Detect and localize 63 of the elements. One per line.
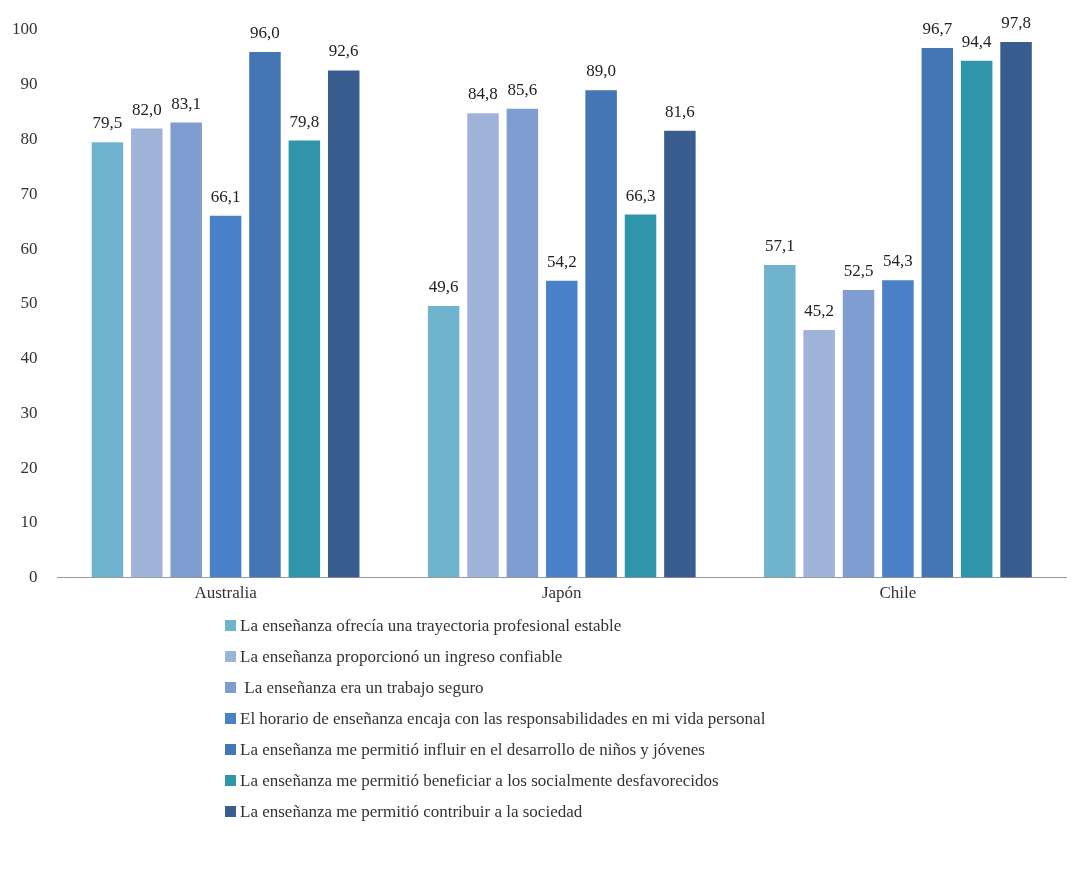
legend-label: La enseñanza me permitió beneficiar a los socialmente desfavorecidos: [240, 770, 719, 791]
data-label: 81,6: [665, 101, 695, 121]
x-tick-label: Japón: [541, 583, 583, 603]
bar: [249, 51, 281, 578]
bar: [664, 130, 696, 578]
bar: [882, 280, 914, 578]
legend-label: El horario de enseñanza encaja con las responsabilidades en mi vida personal: [240, 708, 766, 729]
data-label: 82,0: [131, 99, 162, 119]
bar: [467, 113, 499, 578]
data-label: 97,8: [1001, 13, 1031, 33]
bar: [764, 264, 796, 578]
legend-label: La enseñanza ofrecía una trayectoria profesional estable: [240, 615, 622, 636]
bar: [506, 108, 539, 578]
data-label: 54,3: [883, 251, 913, 271]
data-label: 79,5: [92, 113, 123, 133]
data-label: 66,3: [625, 185, 656, 205]
data-label: 83,1: [171, 93, 202, 113]
legend-label: La enseñanza era un trabajo seguro: [243, 677, 484, 698]
bar: [921, 48, 954, 578]
bar: [91, 142, 124, 578]
data-label: 57,1: [764, 235, 795, 255]
bar: [288, 140, 321, 578]
y-tick-label: 80: [20, 128, 38, 148]
legend-label: La enseñanza me permitió contribuir a la sociedad: [240, 801, 583, 822]
bar: [209, 215, 242, 578]
legend-label: La enseñanza me permitió influir en el desarrollo de niños y jóvenes: [240, 739, 705, 760]
bar: [427, 305, 460, 578]
y-tick-label: 50: [20, 293, 38, 313]
bar: [960, 60, 993, 578]
y-tick-label: 0: [29, 567, 38, 587]
legend-label: La enseñanza proporcionó un ingreso confiable: [240, 646, 563, 667]
bar: [131, 128, 163, 578]
data-label: 45,2: [804, 301, 835, 321]
bar: [170, 122, 202, 578]
data-label: 94,4: [961, 31, 993, 51]
bar: [546, 280, 578, 578]
data-label: 54,2: [546, 251, 577, 271]
data-label: 79,8: [289, 111, 320, 131]
y-tick-label: 60: [20, 238, 38, 258]
y-tick-label: 40: [20, 348, 38, 368]
data-label: 85,6: [507, 79, 538, 99]
bar: [327, 70, 360, 578]
bar: [1000, 42, 1032, 578]
data-label: 84,8: [468, 84, 498, 104]
y-tick-label: 90: [20, 74, 38, 94]
x-tick-label: Chile: [879, 583, 917, 603]
y-tick-label: 20: [20, 457, 38, 477]
data-label: 96,0: [250, 22, 280, 42]
data-label: 89,0: [586, 61, 616, 81]
y-tick-label: 30: [20, 402, 38, 422]
data-label: 52,5: [843, 261, 874, 281]
y-tick-label: 70: [20, 183, 38, 203]
data-label: 66,1: [210, 186, 241, 206]
y-tick-label: 10: [20, 512, 38, 532]
data-label: 92,6: [328, 41, 359, 61]
x-tick-label: Australia: [194, 583, 258, 603]
bar: [624, 214, 657, 578]
y-tick-label: 100: [12, 19, 38, 39]
data-label: 49,6: [428, 276, 459, 296]
data-label: 96,7: [922, 19, 953, 39]
bar: [585, 90, 617, 578]
bar: [842, 290, 875, 578]
bar: [803, 330, 835, 578]
